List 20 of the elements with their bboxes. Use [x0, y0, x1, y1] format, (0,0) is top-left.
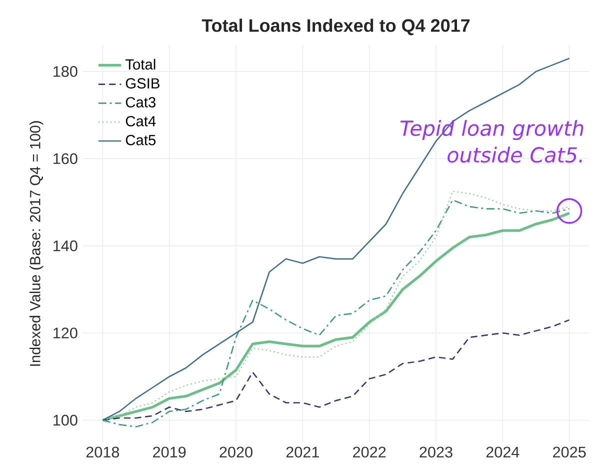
- x-tick-label: 2020: [220, 446, 252, 458]
- x-tick-label: 2025: [553, 446, 586, 458]
- legend-label: Cat4: [126, 116, 156, 126]
- x-tick-label: 2022: [353, 446, 386, 458]
- legend-label: Cat3: [126, 97, 156, 108]
- chart-title: Total Loans Indexed to Q4 2017: [202, 18, 470, 36]
- y-tick-label: 100: [54, 414, 78, 426]
- y-tick-label: 120: [54, 328, 78, 338]
- y-tick-label: 180: [54, 66, 78, 77]
- legend-label: Total: [126, 58, 156, 70]
- legend-label: Cat5: [126, 134, 156, 146]
- y-tick-label: 160: [54, 153, 78, 164]
- x-tick-label: 2024: [486, 446, 520, 458]
- x-tick-label: 2018: [86, 446, 120, 458]
- y-axis-title: Indexed Value (Base: 2017 Q4 = 100): [30, 121, 44, 366]
- x-tick-label: 2021: [286, 446, 319, 458]
- x-tick-label: 2023: [420, 446, 452, 458]
- y-tick-label: 140: [54, 240, 78, 252]
- x-tick-label: 2019: [153, 446, 186, 458]
- legend-label: GSIB: [126, 78, 160, 89]
